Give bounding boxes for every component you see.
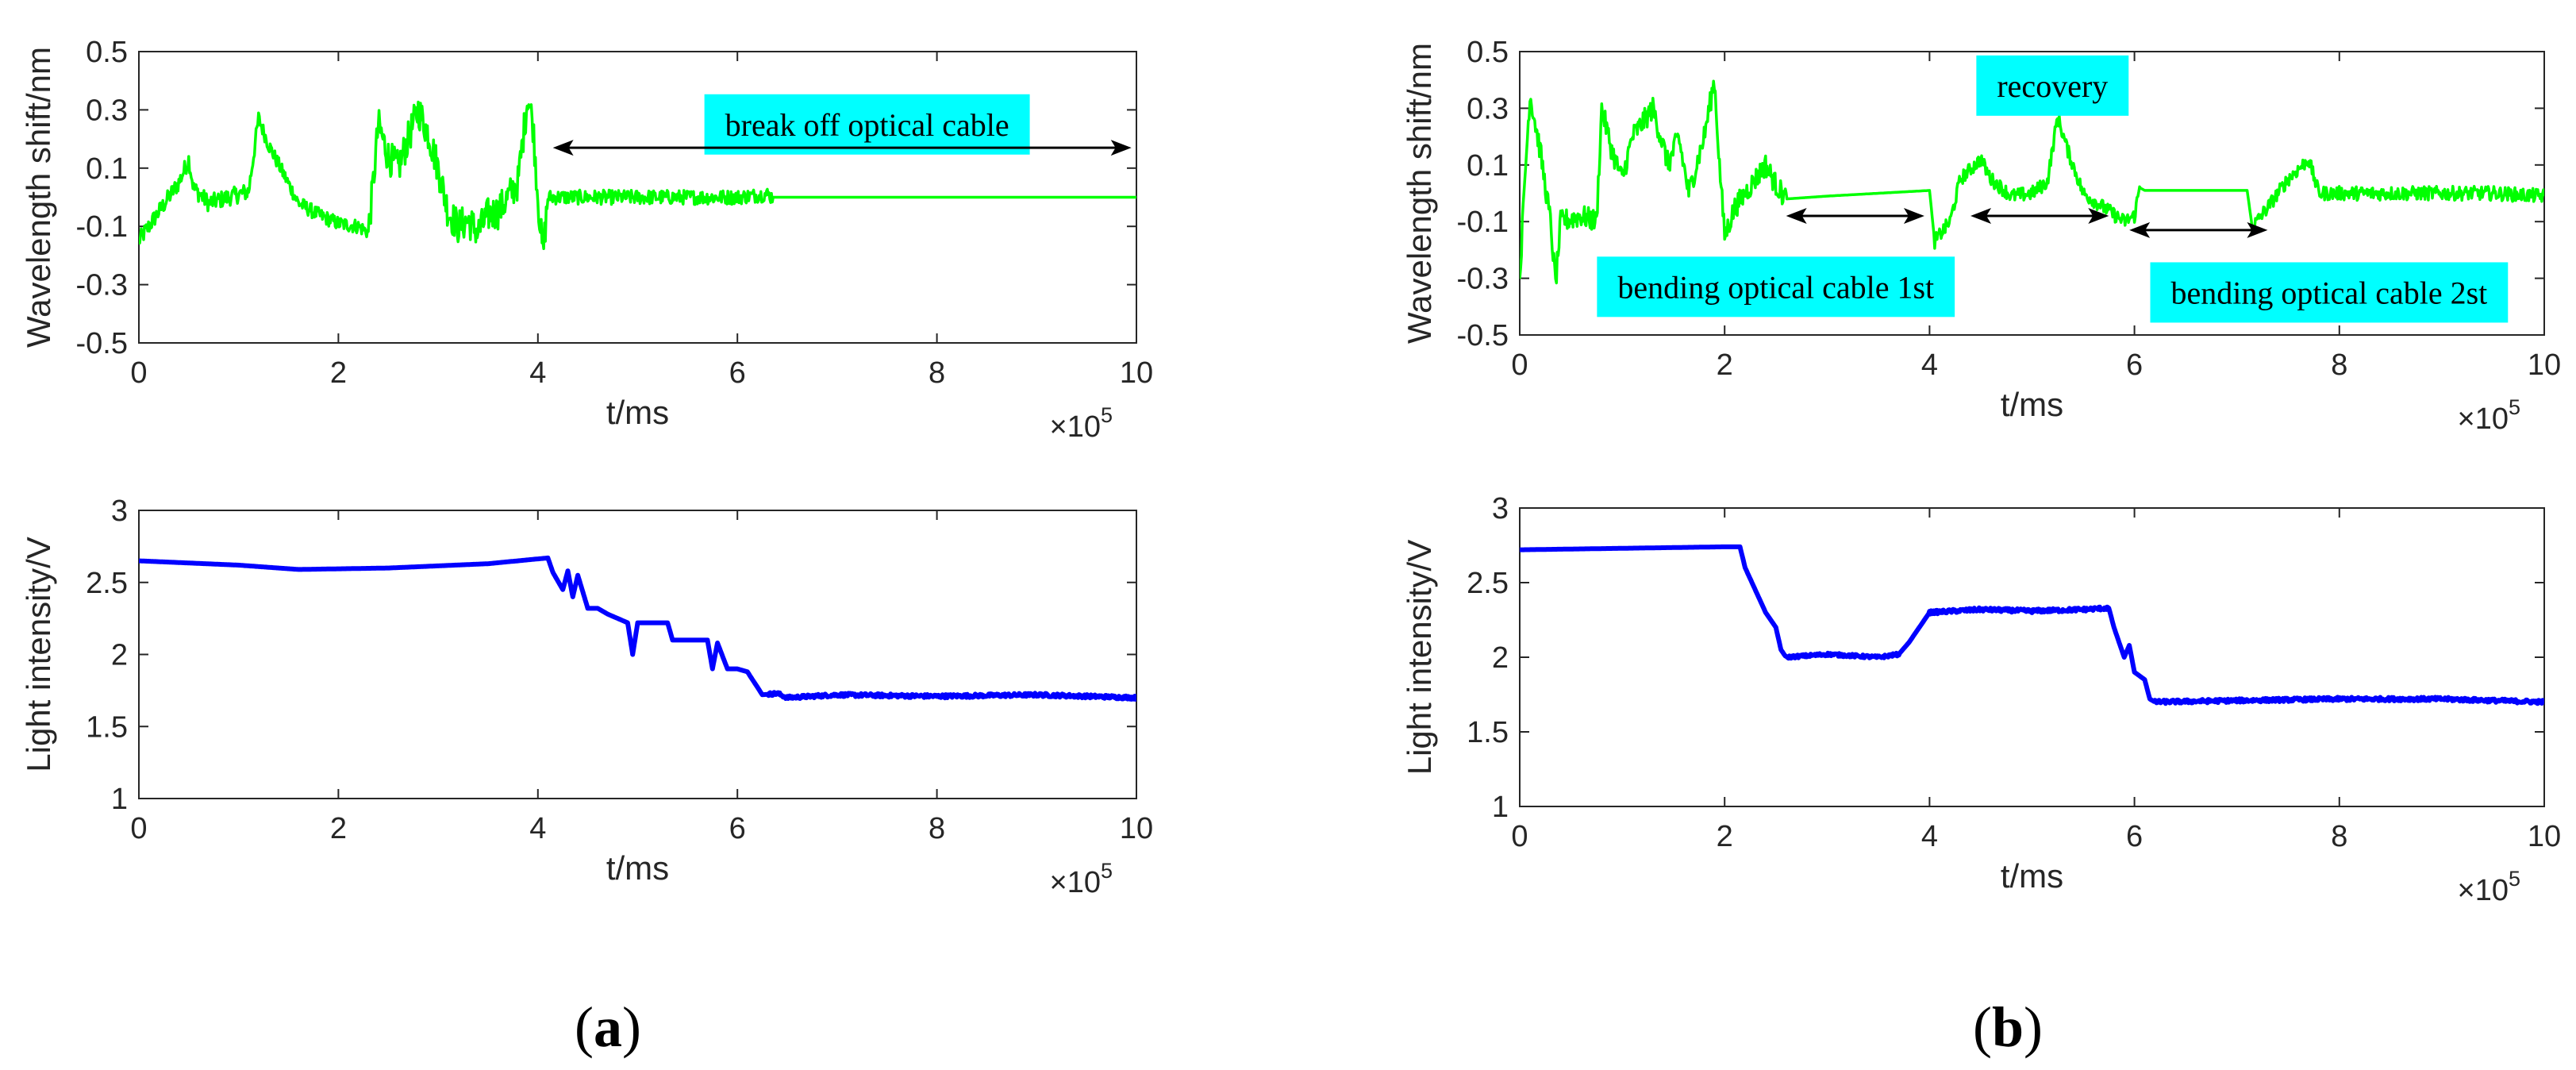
y-tick-label: -0.5 <box>1457 319 1509 352</box>
y-tick-label: 0.5 <box>86 36 128 69</box>
y-tick-label: 2 <box>111 639 128 672</box>
x-axis-label: t/ms <box>606 394 669 431</box>
annotation-label-1: bending optical cable 1st <box>1617 269 1934 305</box>
annotation-box-2 <box>2150 262 2509 323</box>
x-tick-label: 10 <box>1120 356 1153 390</box>
x-tick-label: 8 <box>2331 820 2347 853</box>
y-axis-label: Wavelength shift/nm <box>20 47 57 348</box>
x-tick-label: 6 <box>729 812 746 845</box>
annotation-label-0: break off optical cable <box>725 107 1009 143</box>
y-tick-label: 0.1 <box>86 152 128 186</box>
chart-b-top: 0 2 4 6 8 10 -0.5 -0.3 -0.1 0.1 0.3 0.5 t/ms Waveleng… <box>1401 36 2561 436</box>
y-tick-label: 0.3 <box>86 94 128 127</box>
y-tick-label: 0.1 <box>1467 149 1509 183</box>
x-tick-label: 4 <box>529 356 546 390</box>
x-multiplier: ×105 <box>1050 403 1113 444</box>
x-tick-label: 8 <box>2331 348 2347 382</box>
annotation-arrowhead-left-5 <box>2129 221 2151 238</box>
x-tick-label: 0 <box>1511 348 1528 382</box>
series-line-0 <box>139 555 1136 702</box>
y-axis-label: Wavelength shift/nm <box>1401 43 1438 344</box>
y-tick-label: 1 <box>1492 791 1509 824</box>
x-axis-label: t/ms <box>2001 857 2063 895</box>
annotation-label-2: bending optical cable 2st <box>2170 275 2487 310</box>
x-axis-label: t/ms <box>606 849 669 887</box>
y-tick-label: 2.5 <box>1467 567 1509 600</box>
y-tick-label: -0.3 <box>76 269 128 302</box>
y-tick-label: -0.5 <box>76 327 128 360</box>
annotation-box-0 <box>704 94 1030 155</box>
x-multiplier: ×105 <box>2458 867 2521 907</box>
annotation-box-0 <box>1976 55 2129 116</box>
x-tick-label: 10 <box>2528 820 2561 853</box>
y-tick-label: 0.3 <box>1467 92 1509 125</box>
annotation-arrowhead-right-4 <box>2088 208 2109 225</box>
y-tick-label: 0.5 <box>1467 36 1509 69</box>
panel-label-a: (a) <box>575 995 641 1059</box>
y-tick-label: 2.5 <box>86 567 128 600</box>
y-axis-label: Light intensity/V <box>1401 540 1438 776</box>
y-tick-label: -0.1 <box>76 210 128 244</box>
x-tick-label: 4 <box>529 812 546 845</box>
y-tick-label: 3 <box>1492 492 1509 525</box>
annotation-arrowhead-left-3 <box>1786 208 1807 225</box>
series-line-0 <box>1520 79 2544 285</box>
axes-box <box>138 510 1137 799</box>
y-tick-label: 2 <box>1492 641 1509 675</box>
x-tick-label: 4 <box>1921 348 1938 382</box>
y-tick-label: -0.3 <box>1457 263 1509 296</box>
series-line-0 <box>1520 544 2544 706</box>
x-tick-label: 10 <box>1120 812 1153 845</box>
x-tick-label: 0 <box>130 812 147 845</box>
x-tick-label: 8 <box>929 812 945 845</box>
x-tick-label: 6 <box>2126 348 2143 382</box>
x-tick-label: 2 <box>330 812 347 845</box>
x-tick-label: 6 <box>729 356 746 390</box>
x-tick-label: 0 <box>130 356 147 390</box>
x-tick-label: 10 <box>2528 348 2561 382</box>
y-tick-label: 1 <box>111 783 128 816</box>
chart-b-bottom: 0 2 4 6 8 10 1 1.5 2 2.5 3 t/ms Light intensity/V ×10… <box>1401 492 2561 907</box>
annotation-arrowhead-left-4 <box>1970 208 1992 225</box>
x-tick-label: 6 <box>2126 820 2143 853</box>
x-multiplier: ×105 <box>1050 859 1113 899</box>
annotation-arrowhead-right-5 <box>2247 221 2268 238</box>
series-line-0 <box>139 100 1136 251</box>
annotation-label-0: recovery <box>1997 68 2108 104</box>
x-tick-label: 8 <box>929 356 945 390</box>
x-axis-label: t/ms <box>2001 386 2063 423</box>
x-tick-label: 2 <box>330 356 347 390</box>
x-tick-label: 2 <box>1717 348 1733 382</box>
x-tick-label: 4 <box>1921 820 1938 853</box>
axes-box <box>1519 507 2545 807</box>
annotation-arrowhead-right-3 <box>1903 208 1924 225</box>
annotation-box-1 <box>1597 256 1955 318</box>
chart-a-top: 0 2 4 6 8 10 -0.5 -0.3 -0.1 0.1 0.3 0.5 t/ms Waveleng… <box>20 36 1153 444</box>
y-axis-label: Light intensity/V <box>20 537 57 772</box>
annotation-arrowhead-left-1 <box>552 140 574 156</box>
y-tick-label: -0.1 <box>1457 206 1509 239</box>
panel-label-b: (b) <box>1973 995 2043 1059</box>
x-tick-label: 0 <box>1511 820 1528 853</box>
x-multiplier: ×105 <box>2458 395 2521 436</box>
chart-a-bottom: 0 2 4 6 8 10 1 1.5 2 2.5 3 t/ms Light intensity/V ×10… <box>20 495 1153 899</box>
y-tick-label: 3 <box>111 495 128 528</box>
x-tick-label: 2 <box>1717 820 1733 853</box>
y-tick-label: 1.5 <box>86 710 128 744</box>
y-tick-label: 1.5 <box>1467 716 1509 749</box>
annotation-arrowhead-right-1 <box>1110 140 1132 156</box>
